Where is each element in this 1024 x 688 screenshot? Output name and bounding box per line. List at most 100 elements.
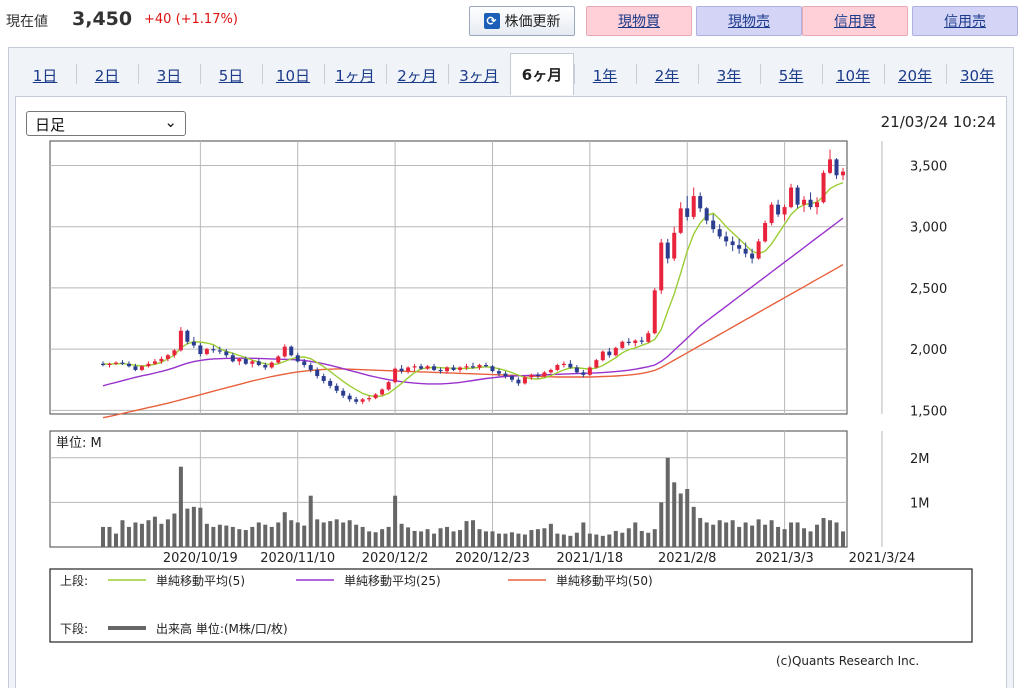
candlestick bbox=[607, 347, 612, 358]
candle-body bbox=[529, 374, 534, 378]
volume-bar bbox=[698, 518, 703, 547]
candle-body bbox=[230, 355, 235, 362]
spot-sell-button[interactable]: 現物売 bbox=[696, 6, 802, 36]
candlestick bbox=[126, 361, 131, 368]
volume-bar bbox=[399, 523, 404, 547]
tab-3d[interactable]: 3日 bbox=[138, 55, 200, 95]
volume-bar bbox=[659, 502, 664, 547]
tab-1d[interactable]: 1日 bbox=[32, 66, 58, 85]
tab-6m[interactable]: 6ヶ月 bbox=[510, 53, 574, 95]
volume-tick-label: 1M bbox=[910, 496, 930, 511]
tab-5y[interactable]: 5年 bbox=[760, 55, 822, 95]
candle-body bbox=[633, 340, 638, 343]
volume-bar bbox=[776, 526, 781, 547]
volume-bar bbox=[639, 530, 644, 547]
candlestick bbox=[282, 344, 287, 358]
candle-body bbox=[471, 366, 475, 368]
tab-20y[interactable]: 20年 bbox=[884, 55, 946, 95]
candlestick bbox=[529, 373, 534, 380]
spot-buy-button[interactable]: 現物買 bbox=[586, 6, 692, 36]
candlestick bbox=[776, 199, 781, 217]
candle-body bbox=[315, 369, 320, 377]
candle-body bbox=[542, 372, 547, 377]
tab-10y[interactable]: 10年 bbox=[822, 55, 884, 95]
candle-body bbox=[626, 341, 631, 343]
refresh-price-button[interactable]: ⟳ 株価更新 bbox=[469, 6, 575, 36]
volume-bar bbox=[561, 534, 566, 547]
volume-bar bbox=[782, 529, 787, 547]
candle-body bbox=[243, 358, 248, 364]
tab-3y[interactable]: 3年 bbox=[698, 55, 760, 95]
tab-30y[interactable]: 30年 bbox=[946, 55, 1008, 95]
volume-bar bbox=[211, 526, 216, 547]
candlestick bbox=[406, 366, 411, 374]
candle-body bbox=[711, 220, 716, 230]
candle-body bbox=[224, 351, 229, 356]
tab-2m[interactable]: 2ヶ月 bbox=[386, 55, 448, 95]
volume-bar bbox=[542, 528, 547, 547]
tab-2y[interactable]: 2年 bbox=[636, 55, 698, 95]
volume-unit-label: 単位: M bbox=[56, 435, 102, 451]
margin-buy-button[interactable]: 信用買 bbox=[802, 6, 908, 36]
candlestick bbox=[620, 340, 625, 350]
interval-select[interactable]: 日足 ⌄ bbox=[26, 111, 186, 136]
candlestick bbox=[594, 358, 599, 369]
candlestick bbox=[217, 346, 222, 355]
candle-body bbox=[594, 360, 599, 368]
margin-sell-button[interactable]: 信用売 bbox=[912, 6, 1018, 36]
candlestick bbox=[276, 355, 281, 364]
candlestick bbox=[815, 197, 820, 215]
candlestick bbox=[516, 377, 521, 386]
volume-bar bbox=[626, 528, 631, 547]
volume-bar bbox=[328, 521, 333, 547]
date-tick-label: 2020/10/19 bbox=[163, 551, 238, 566]
candle-body bbox=[178, 330, 183, 351]
candle-body bbox=[724, 236, 729, 242]
volume-bar bbox=[386, 526, 391, 547]
candle-body bbox=[698, 196, 703, 209]
candle-body bbox=[217, 350, 222, 352]
volume-bar bbox=[101, 526, 105, 547]
candle-body bbox=[256, 361, 261, 366]
candle-body bbox=[360, 399, 365, 402]
tab-10d[interactable]: 10日 bbox=[262, 55, 324, 95]
candlestick bbox=[341, 388, 346, 399]
candle-body bbox=[347, 395, 352, 400]
volume-bar bbox=[587, 533, 592, 547]
volume-bar bbox=[581, 522, 586, 547]
volume-bar bbox=[724, 522, 729, 547]
candlestick bbox=[672, 226, 677, 261]
candle-body bbox=[419, 366, 424, 369]
volume-bar bbox=[568, 535, 573, 547]
candle-body bbox=[535, 374, 540, 377]
candlestick bbox=[652, 287, 657, 335]
candle-body bbox=[509, 376, 514, 380]
volume-bar bbox=[451, 531, 456, 547]
moving-average-lines bbox=[102, 181, 844, 419]
candlestick bbox=[412, 363, 417, 372]
tab-1y[interactable]: 1年 bbox=[574, 55, 636, 95]
tab-1m[interactable]: 1ヶ月 bbox=[324, 55, 386, 95]
volume-bar bbox=[555, 533, 560, 547]
tab-3m[interactable]: 3ヶ月 bbox=[448, 55, 510, 95]
candlesticks bbox=[101, 149, 845, 405]
candle-body bbox=[172, 350, 177, 356]
volume-bar bbox=[496, 533, 501, 547]
volume-bar bbox=[704, 522, 709, 547]
volume-bar bbox=[432, 533, 437, 547]
volume-bar bbox=[529, 530, 534, 547]
candle-body bbox=[652, 290, 657, 334]
candle-body bbox=[678, 208, 683, 233]
volume-bar bbox=[185, 508, 190, 547]
candlestick bbox=[490, 365, 495, 373]
candlestick bbox=[561, 361, 566, 368]
candle-body bbox=[406, 367, 411, 372]
candle-body bbox=[107, 363, 112, 366]
volume-bar bbox=[763, 524, 768, 547]
candle-body bbox=[295, 355, 300, 362]
refresh-price-label: 株価更新 bbox=[504, 14, 561, 30]
candlestick bbox=[574, 365, 579, 374]
volume-bar bbox=[717, 520, 722, 547]
tab-2d[interactable]: 2日 bbox=[76, 55, 138, 95]
tab-5d[interactable]: 5日 bbox=[200, 55, 262, 95]
